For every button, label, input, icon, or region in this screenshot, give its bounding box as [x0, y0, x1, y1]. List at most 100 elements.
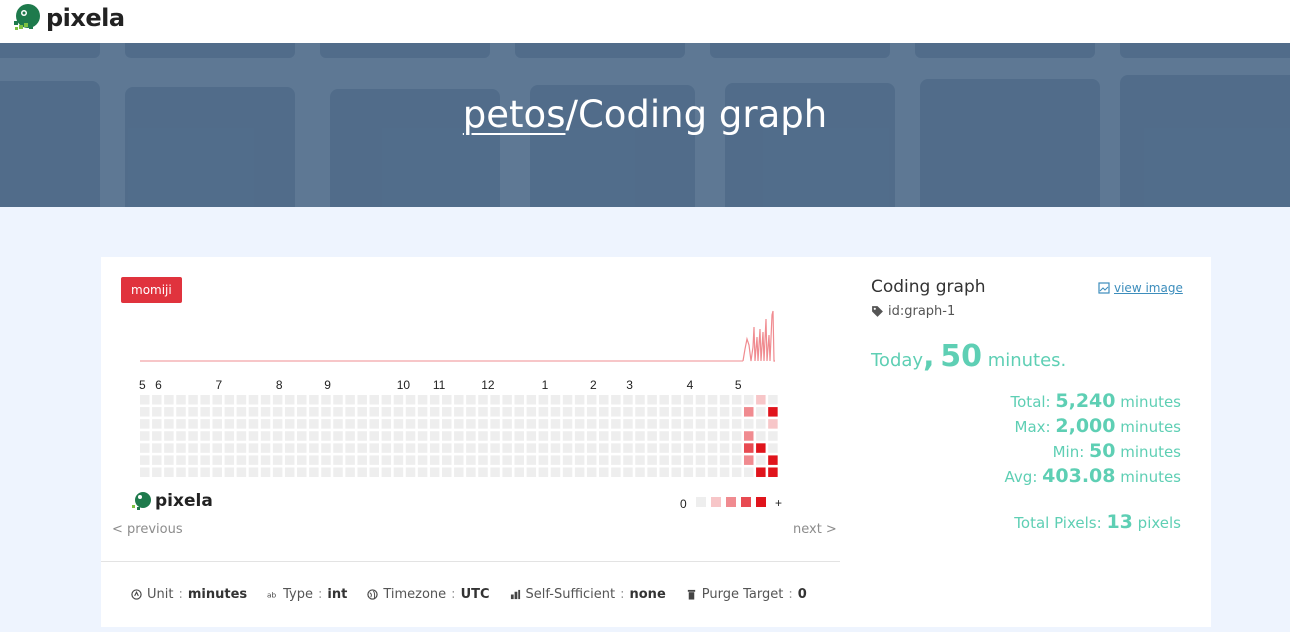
- pixel-cell[interactable]: [611, 431, 621, 441]
- pixel-cell[interactable]: [405, 395, 416, 405]
- pixel-cell[interactable]: [393, 419, 404, 429]
- pixel-cell[interactable]: [188, 407, 198, 417]
- pixel-cell[interactable]: [442, 419, 452, 429]
- pixel-cell[interactable]: [526, 419, 537, 429]
- pixel-cell[interactable]: [152, 419, 162, 429]
- pixel-cell[interactable]: [731, 431, 742, 441]
- pixel-cell[interactable]: [200, 407, 210, 417]
- pixel-cell[interactable]: [442, 431, 452, 441]
- pixel-cell[interactable]: [719, 395, 730, 405]
- pixel-cell[interactable]: [393, 407, 404, 417]
- pixel-cell[interactable]: [188, 419, 198, 429]
- pixel-cell[interactable]: [454, 407, 464, 417]
- pixel-cell[interactable]: [369, 467, 380, 477]
- pixel-cell[interactable]: [478, 395, 488, 405]
- pixel-cell[interactable]: [357, 419, 367, 429]
- pixel-cell[interactable]: [164, 407, 174, 417]
- pixel-cell[interactable]: [200, 443, 210, 453]
- pixel-cell[interactable]: [550, 431, 561, 441]
- pixel-cell[interactable]: [369, 407, 380, 417]
- pixel-cell[interactable]: [454, 467, 464, 477]
- pixel-cell[interactable]: [490, 407, 500, 417]
- pixel-cell[interactable]: [417, 431, 428, 441]
- pixel-cell[interactable]: [647, 395, 657, 405]
- pixel-cell[interactable]: [635, 455, 645, 465]
- pixel-cell[interactable]: [586, 431, 597, 441]
- pixel-cell[interactable]: [357, 407, 367, 417]
- pixel-cell[interactable]: [454, 395, 464, 405]
- pixel-cell[interactable]: [659, 407, 669, 417]
- pixel-cell[interactable]: [526, 407, 537, 417]
- pixel-cell[interactable]: [490, 431, 500, 441]
- pixel-cell[interactable]: [357, 431, 367, 441]
- pixel-cell[interactable]: [272, 431, 283, 441]
- pixel-cell[interactable]: [466, 455, 476, 465]
- pixel-cell[interactable]: [393, 455, 404, 465]
- pixel-cell[interactable]: [309, 419, 319, 429]
- pixel-cell[interactable]: [599, 407, 609, 417]
- pixel-cell[interactable]: [502, 467, 512, 477]
- pixel-cell[interactable]: [164, 455, 174, 465]
- pixel-cell[interactable]: [260, 455, 271, 465]
- pixel-cell[interactable]: [393, 467, 404, 477]
- pixel-cell[interactable]: [369, 455, 380, 465]
- pixel-cell[interactable]: [284, 455, 295, 465]
- pixel-cell[interactable]: [659, 395, 669, 405]
- pixel-cell[interactable]: [164, 419, 174, 429]
- pixel-cell[interactable]: [623, 395, 633, 405]
- pixel-cell[interactable]: [756, 443, 766, 453]
- pixel-cell[interactable]: [212, 443, 222, 453]
- pixel-cell[interactable]: [140, 431, 150, 441]
- pixel-cell[interactable]: [586, 407, 597, 417]
- pixel-cell[interactable]: [369, 443, 380, 453]
- pixel-cell[interactable]: [417, 443, 428, 453]
- pixel-cell[interactable]: [659, 431, 669, 441]
- view-image-link[interactable]: view image: [1098, 281, 1183, 295]
- pixel-cell[interactable]: [357, 443, 367, 453]
- pixel-cell[interactable]: [236, 455, 247, 465]
- pixel-cell[interactable]: [321, 443, 331, 453]
- pixel-cell[interactable]: [756, 431, 766, 441]
- pixel-cell[interactable]: [284, 467, 295, 477]
- pixel-cell[interactable]: [490, 455, 500, 465]
- pixel-cell[interactable]: [744, 467, 754, 477]
- pixel-cell[interactable]: [538, 419, 549, 429]
- pixel-cell[interactable]: [260, 419, 271, 429]
- pixel-cell[interactable]: [200, 395, 210, 405]
- pixel-cell[interactable]: [756, 395, 766, 405]
- pixel-cell[interactable]: [768, 407, 778, 417]
- pixel-cell[interactable]: [176, 407, 186, 417]
- pixel-cell[interactable]: [454, 443, 464, 453]
- pixel-cell[interactable]: [309, 431, 319, 441]
- pixel-cell[interactable]: [284, 395, 295, 405]
- pixel-cell[interactable]: [176, 467, 186, 477]
- pixel-cell[interactable]: [212, 467, 222, 477]
- pixel-cell[interactable]: [514, 419, 524, 429]
- pixel-cell[interactable]: [647, 467, 657, 477]
- pixel-cell[interactable]: [381, 419, 392, 429]
- pixel-cell[interactable]: [538, 443, 549, 453]
- pixel-cell[interactable]: [200, 419, 210, 429]
- pixel-cell[interactable]: [731, 407, 742, 417]
- pixel-cell[interactable]: [707, 431, 718, 441]
- pixel-cell[interactable]: [466, 443, 476, 453]
- pixel-cell[interactable]: [574, 455, 585, 465]
- pixel-cell[interactable]: [345, 419, 355, 429]
- pixel-cell[interactable]: [502, 431, 512, 441]
- pixel-cell[interactable]: [188, 395, 198, 405]
- pixel-cell[interactable]: [599, 455, 609, 465]
- pixel-cell[interactable]: [333, 455, 343, 465]
- pixel-cell[interactable]: [744, 443, 754, 453]
- pixel-cell[interactable]: [417, 467, 428, 477]
- pixel-cell[interactable]: [212, 407, 222, 417]
- pixel-cell[interactable]: [562, 443, 573, 453]
- pixel-cell[interactable]: [176, 419, 186, 429]
- pixel-cell[interactable]: [321, 431, 331, 441]
- pixel-cell[interactable]: [260, 431, 271, 441]
- pixel-cell[interactable]: [707, 395, 718, 405]
- pixel-cell[interactable]: [466, 395, 476, 405]
- pixel-cell[interactable]: [623, 467, 633, 477]
- pixel-cell[interactable]: [635, 407, 645, 417]
- pixel-cell[interactable]: [369, 431, 380, 441]
- pixel-cell[interactable]: [478, 443, 488, 453]
